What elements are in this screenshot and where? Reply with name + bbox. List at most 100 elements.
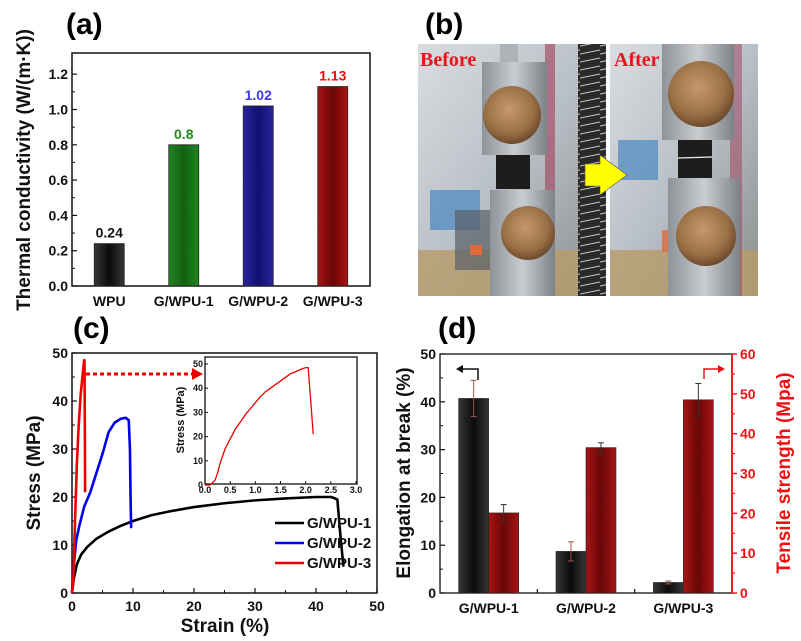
y-axis-ticks: 0.0 0.2 0.4 0.6 0.8 1.0 1.2 [49, 66, 77, 294]
legend-label: G/WPU-1 [307, 515, 371, 532]
x-tick-label: 20 [186, 598, 202, 614]
legend: G/WPU-1 G/WPU-2 G/WPU-3 [275, 515, 371, 572]
x-tick-label: G/WPU-2 [556, 600, 616, 616]
x-tick-label: 0 [68, 598, 76, 614]
inset-y-tick-label: 30 [193, 407, 203, 417]
before-label: Before [420, 49, 476, 71]
panel-label-d: (d) [438, 312, 476, 345]
bar-hatch [488, 512, 519, 593]
photo-after: After [610, 44, 758, 296]
y-tick-label: 0.6 [49, 172, 69, 188]
right-y-axis-title: Tensile strength (Mpa) [774, 372, 795, 573]
inset-x-tick-label: 1.0 [249, 485, 262, 495]
axis-ticks: 0 10 20 30 40 50 0 10 20 30 40 50 60 [420, 346, 755, 601]
bar-hatch [653, 582, 684, 593]
x-tick-label: G/WPU-3 [303, 293, 363, 309]
left-y-tick-label: 10 [420, 537, 436, 553]
bar-hatch [317, 86, 348, 287]
y-tick-label: 40 [52, 393, 68, 409]
inset-series-line [205, 366, 314, 486]
series-lines [70, 358, 345, 594]
inset-y-tick-label: 0 [198, 480, 203, 490]
bar-hatch [683, 399, 714, 593]
inset-y-axis-title: Stress (MPa) [175, 386, 187, 453]
x-tick-label: G/WPU-1 [459, 600, 519, 616]
y-tick-label: 50 [52, 345, 68, 361]
inset-x-tick-label: 3.0 [350, 485, 363, 495]
series-line-g-wpu-3 [70, 358, 87, 594]
panel-label-c: (c) [73, 312, 110, 345]
y-tick-label: 1.2 [49, 66, 69, 82]
inset-chart: 0.0 0.5 1.0 1.5 2.0 2.5 3.0 0 10 20 30 40 50 Stress … [175, 356, 362, 495]
arrowhead-icon [192, 368, 203, 380]
x-tick-label: 50 [369, 598, 385, 614]
y-tick-label: 0.8 [49, 137, 69, 153]
right-y-tick-label: 20 [740, 505, 756, 521]
inset-series-lines [205, 366, 314, 486]
bar-hatch [586, 447, 616, 593]
data-label: 0.24 [96, 225, 123, 241]
y-tick-label: 10 [52, 537, 68, 553]
inset-y-tick-label: 10 [193, 456, 203, 466]
x-tick-label: G/WPU-2 [228, 293, 288, 309]
after-label: After [614, 49, 660, 71]
x-tick-label: G/WPU-1 [154, 293, 214, 309]
panel-b-tensile-test-photo: (b) Before [418, 8, 758, 296]
bars: 0.24 WPU 0.8 G/WPU-1 1.02 G/WPU-2 1.13 G/WPU-3 [93, 68, 363, 309]
right-axis-indicator-arrow-icon [703, 365, 725, 379]
series-line-g-wpu-2 [70, 416, 133, 594]
right-y-tick-label: 0 [740, 585, 748, 601]
inset-axis-ticks: 0.0 0.5 1.0 1.5 2.0 2.5 3.0 0 10 20 30 40 50 [193, 359, 362, 495]
y-tick-label: 0.2 [49, 243, 69, 259]
x-tick-label: WPU [93, 293, 126, 309]
right-y-tick-label: 10 [740, 545, 756, 561]
x-tick-label: 10 [125, 598, 141, 614]
x-axis-title: Strain (%) [181, 616, 270, 637]
inset-frame [204, 356, 358, 485]
axis-ticks: 0 10 20 30 40 50 0 10 20 30 40 50 [52, 345, 385, 614]
left-y-tick-label: 50 [420, 346, 436, 362]
right-y-tick-label: 40 [740, 426, 756, 442]
legend-label: G/WPU-2 [307, 535, 371, 552]
left-axis-indicator-arrow-icon [456, 365, 479, 380]
x-tick-label: 40 [308, 598, 324, 614]
panel-c-stress-strain-chart: (c) 0 10 20 30 40 50 0 10 20 30 40 50 Strain (%) St… [24, 312, 385, 637]
inset-y-tick-label: 40 [193, 383, 203, 393]
left-y-tick-label: 0 [428, 585, 436, 601]
y-tick-label: 0.4 [49, 207, 69, 223]
inset-x-tick-label: 2.0 [299, 485, 312, 495]
x-tick-label: G/WPU-3 [653, 600, 713, 616]
panel-a-thermal-conductivity-chart: (a) 0.0 0.2 0.4 0.6 0.8 1.0 1.2 0.24 WPU 0.8 G/WP… [14, 8, 371, 311]
bars: G/WPU-1 G/WPU-2 G/WPU-3 [458, 379, 714, 616]
right-y-tick-label: 30 [740, 466, 756, 482]
x-tick-label: 30 [247, 598, 263, 614]
bar-hatch [94, 243, 125, 286]
inset-x-tick-label: 0.0 [199, 485, 212, 495]
data-label: 0.8 [174, 126, 194, 142]
y-tick-label: 0.0 [49, 278, 69, 294]
y-axis-title: Stress (MPa) [24, 415, 45, 530]
y-tick-label: 0 [60, 585, 68, 601]
data-label: 1.13 [319, 68, 346, 84]
y-tick-label: 30 [52, 441, 68, 457]
left-y-tick-label: 20 [420, 489, 436, 505]
photo-before: Before [418, 44, 606, 296]
panel-label-a: (a) [66, 8, 103, 41]
legend-label: G/WPU-3 [307, 555, 371, 572]
inset-x-tick-label: 0.5 [224, 485, 237, 495]
bar-hatch [168, 144, 199, 286]
inset-y-tick-label: 50 [193, 359, 203, 369]
left-y-tick-label: 30 [420, 442, 436, 458]
panel-label-b: (b) [425, 8, 463, 41]
y-tick-label: 1.0 [49, 101, 69, 117]
left-y-axis-title: Elongation at break (%) [394, 367, 415, 578]
arrow-right-icon [584, 154, 628, 196]
y-tick-label: 20 [52, 489, 68, 505]
inset-x-tick-label: 2.5 [325, 485, 338, 495]
y-axis-title: Thermal conductivity (W/(m·K)) [14, 29, 35, 311]
data-label: 1.02 [245, 87, 272, 103]
bar-hatch [458, 398, 489, 593]
right-y-tick-label: 50 [740, 386, 756, 402]
